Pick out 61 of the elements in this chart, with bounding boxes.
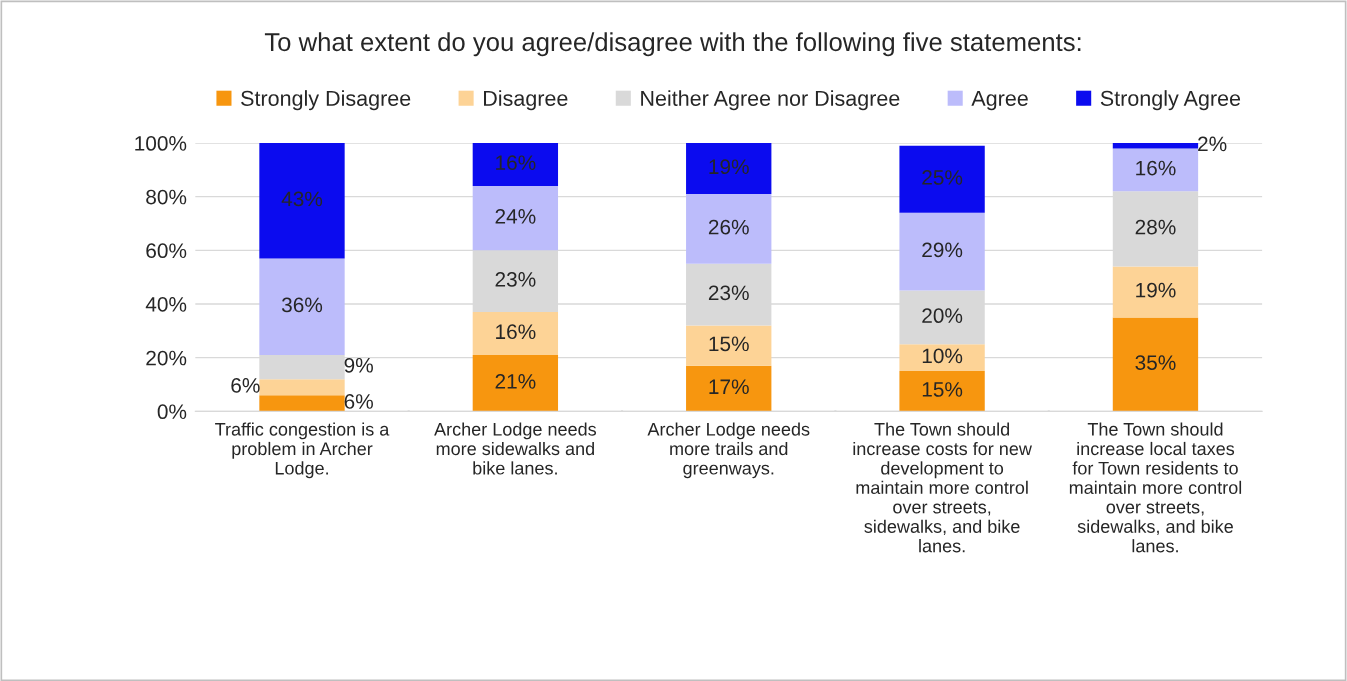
- data-label: 19%: [1136, 282, 1176, 298]
- chart-title: To what extent do you agree/disagree with the following five statements:: [264, 32, 1081, 57]
- data-label: 20%: [922, 308, 963, 324]
- data-label: 28%: [1135, 219, 1176, 235]
- data-label: 16%: [496, 324, 536, 340]
- x-tick-label: Archer Lodge needs more trails and greenways.: [647, 422, 810, 479]
- x-tick-label: The Town should increase costs for new development to maintain more control over streets, sidewalks, and bike lanes.: [853, 422, 1032, 553]
- y-tick-label: 100%: [135, 136, 187, 151]
- bar: [899, 344, 985, 372]
- data-label: 24%: [495, 208, 536, 224]
- bar: [899, 371, 985, 412]
- data-label: 23%: [708, 285, 749, 301]
- data-label: 2%: [1198, 136, 1227, 152]
- bar: [1112, 143, 1199, 149]
- y-tick-label: 80%: [146, 189, 187, 205]
- bar: [472, 185, 559, 251]
- x-tick-label: Archer Lodge needs more sidewalks and bike lanes.: [434, 422, 597, 475]
- bar: [259, 143, 345, 259]
- data-label: 16%: [1136, 160, 1176, 176]
- data-label: 16%: [496, 155, 536, 171]
- bar: [472, 312, 559, 355]
- y-tick-label: 40%: [145, 297, 187, 312]
- data-label: 15%: [709, 336, 749, 352]
- bar: [472, 143, 559, 186]
- data-label: 17%: [709, 379, 749, 395]
- bar: [1112, 266, 1199, 318]
- data-label: 6%: [231, 378, 260, 393]
- data-label: 9%: [344, 357, 373, 373]
- bar: [899, 145, 985, 213]
- legend-label: Strongly Agree: [1100, 90, 1241, 111]
- bar: [686, 143, 772, 194]
- bar: [472, 354, 559, 412]
- bar: [1112, 317, 1199, 412]
- data-label: 35%: [1135, 355, 1176, 370]
- bar: [686, 193, 772, 264]
- data-label: 15%: [922, 382, 963, 397]
- y-tick-label: 0%: [157, 404, 187, 420]
- data-label: 36%: [281, 297, 323, 313]
- legend-label: Agree: [971, 90, 1028, 111]
- data-label: 19%: [709, 159, 749, 175]
- data-label: 26%: [708, 219, 749, 235]
- bar: [899, 212, 985, 291]
- bar: [1112, 148, 1199, 192]
- data-label: 43%: [281, 191, 323, 207]
- x-tick-label: Traffic congestion is a problem in Archer Lodge.: [215, 422, 390, 479]
- bar: [259, 379, 345, 396]
- data-label: 29%: [922, 242, 963, 258]
- data-label: 10%: [922, 348, 963, 364]
- data-label: 23%: [495, 272, 536, 287]
- legend-label: Neither Agree nor Disagree: [641, 90, 900, 111]
- bar: [259, 395, 345, 412]
- bar: [259, 258, 345, 355]
- data-label: 25%: [922, 170, 963, 185]
- legend-label: Disagree: [484, 90, 568, 111]
- bar: [686, 325, 772, 366]
- y-tick-label: 20%: [146, 350, 187, 366]
- data-label: 21%: [495, 373, 536, 389]
- x-tick-label: The Town should increase local taxes for Town residents to maintain more control over streets, sidewalks, and bike lanes.: [1069, 422, 1242, 553]
- legend-label: Strongly Disagree: [241, 90, 411, 111]
- y-tick-label: 60%: [146, 243, 187, 259]
- bar: [686, 365, 772, 412]
